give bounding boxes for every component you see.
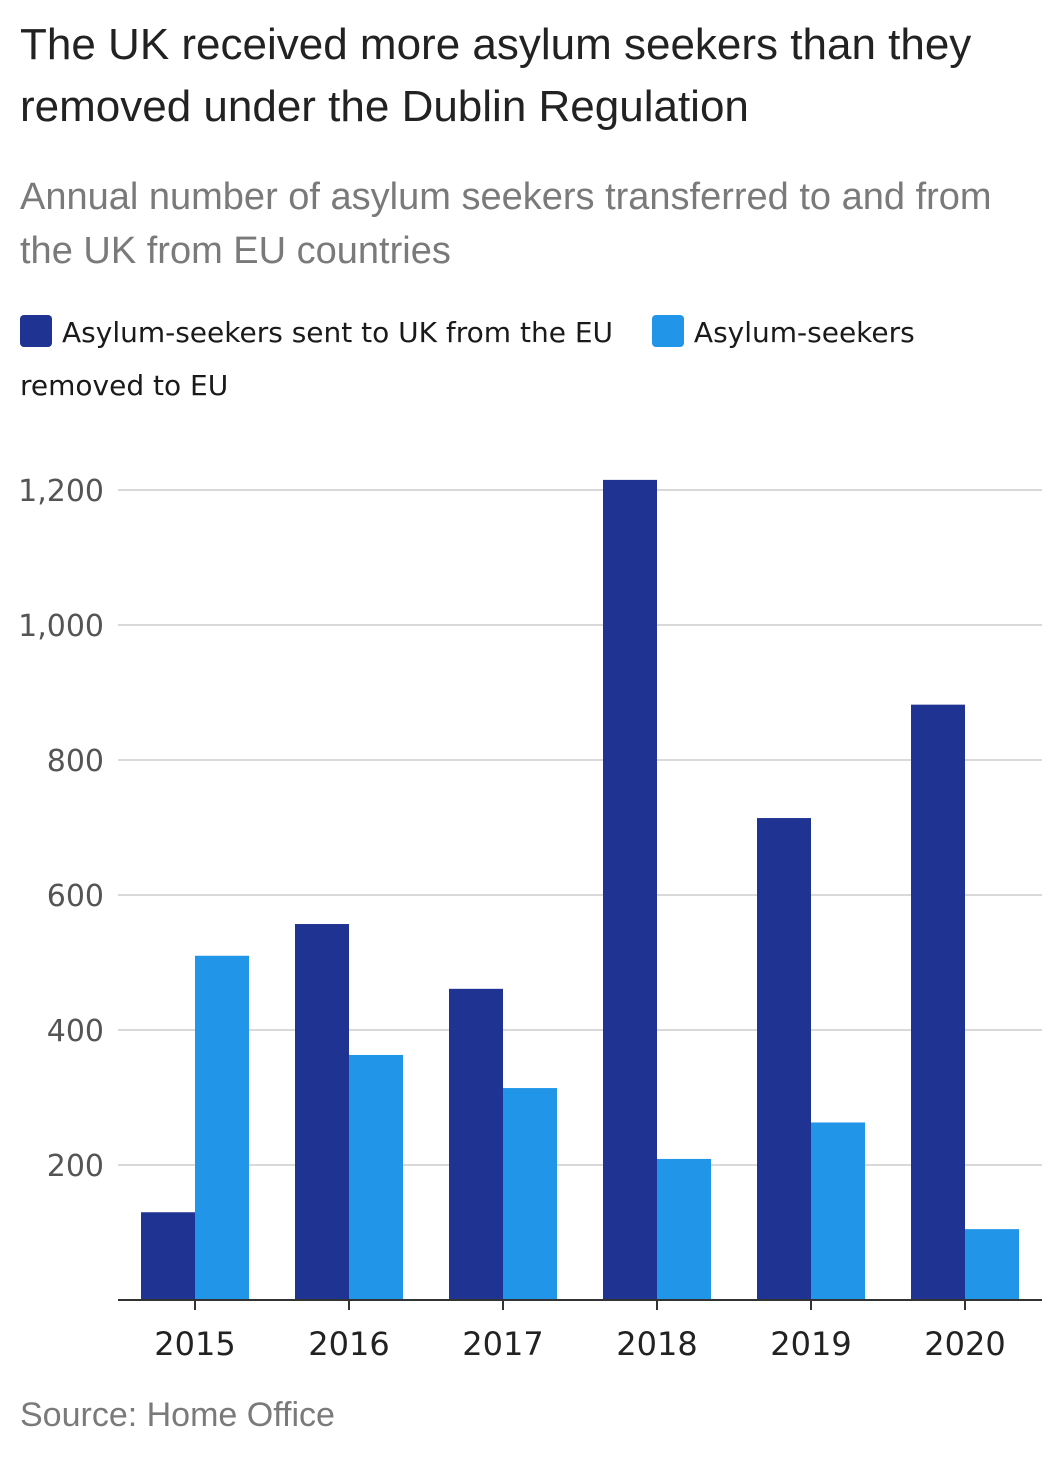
bar-removed-to-eu-2015	[195, 955, 249, 1300]
x-tick-label-2019: 2019	[770, 1325, 851, 1363]
chart-subtitle: Annual number of asylum seekers transfer…	[20, 176, 992, 272]
bar-sent-to-uk-2017	[449, 988, 503, 1300]
y-tick-label-200: 200	[47, 1149, 104, 1184]
y-tick-label-800: 800	[47, 744, 104, 779]
legend-item-sent-to-uk: Asylum-seekers sent to UK from the EU	[20, 315, 614, 349]
bar-sent-to-uk-2018	[603, 479, 657, 1300]
legend-swatch-removed-to-eu	[651, 315, 684, 347]
x-tick-label-2016: 2016	[308, 1325, 389, 1363]
bar-chart: 200 400 600 800 1,000 1,200 2015 2016 2017 2018 20…	[18, 474, 1042, 1363]
chart-title: The UK received more asylum seekers than…	[20, 20, 972, 131]
source-note: Source: Home Office	[20, 1396, 335, 1434]
legend-label-sent-to-uk: Asylum-seekers sent to UK from the EU	[62, 316, 614, 349]
y-tick-label-1200: 1,200	[18, 474, 104, 509]
y-tick-label-600: 600	[47, 879, 104, 914]
x-tick-label-2017: 2017	[462, 1325, 543, 1363]
bar-removed-to-eu-2017	[503, 1088, 557, 1300]
bar-sent-to-uk-2020	[911, 704, 965, 1300]
y-tick-label-1000: 1,000	[18, 609, 104, 644]
bar-removed-to-eu-2020	[965, 1229, 1019, 1300]
bar-sent-to-uk-2016	[295, 924, 349, 1300]
x-tick-label-2020: 2020	[924, 1325, 1005, 1363]
legend: Asylum-seekers sent to UK from the EU As…	[20, 306, 1040, 412]
bar-sent-to-uk-2019	[757, 818, 811, 1300]
legend-item-removed-to-eu: Asylum-seekers removed to EU	[20, 315, 915, 402]
y-tick-label-400: 400	[47, 1014, 104, 1049]
legend-label-removed-to-eu: Asylum-seekers removed to EU	[20, 316, 915, 402]
x-tick-label-2015: 2015	[154, 1325, 235, 1363]
bar-removed-to-eu-2018	[657, 1158, 711, 1300]
bar-sent-to-uk-2015	[141, 1212, 195, 1300]
bar-removed-to-eu-2019	[811, 1122, 865, 1300]
legend-swatch-sent-to-uk	[20, 315, 52, 347]
x-tick-label-2018: 2018	[616, 1325, 697, 1363]
bar-removed-to-eu-2016	[349, 1054, 403, 1300]
